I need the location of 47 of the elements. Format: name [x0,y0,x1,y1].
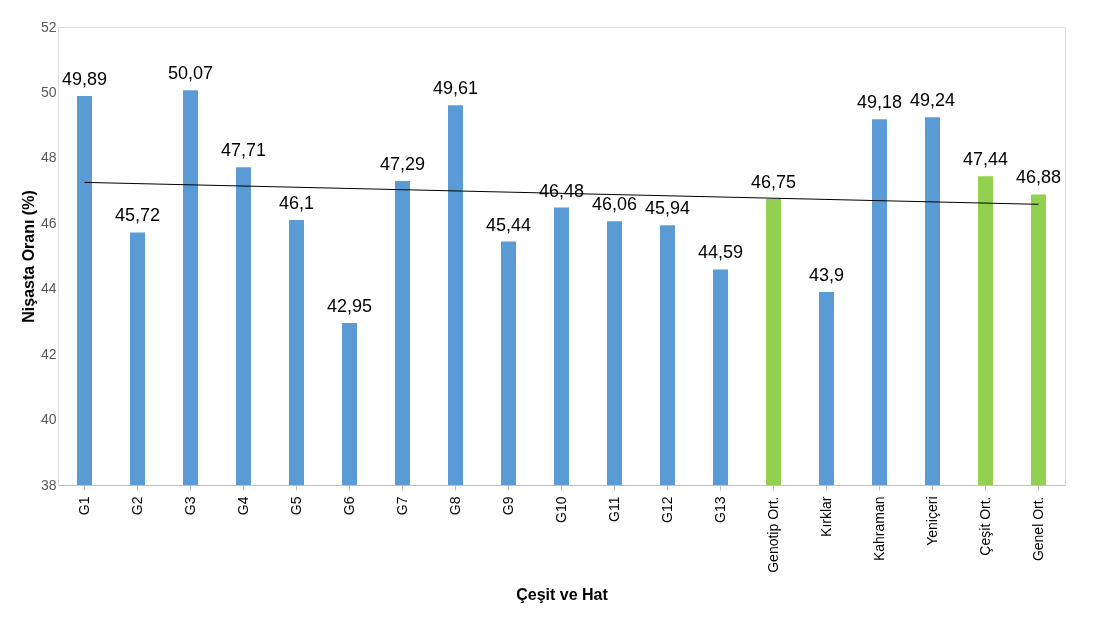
data-label: 46,1 [278,193,315,214]
x-tick-label: Genel Ort. [1029,496,1046,562]
x-tick-label: Kahraman [870,496,887,562]
y-tick-label: 48 [40,149,57,166]
data-label: 43,9 [808,264,845,285]
x-tick-label: Yeniçeri [923,496,940,546]
data-label: 49,18 [856,92,903,113]
y-tick-label: 52 [40,18,57,35]
x-tick-label: G1 [75,496,92,516]
x-tick-label: G12 [658,496,675,523]
x-tick-label: G4 [234,496,251,516]
data-label: 49,61 [432,78,479,99]
data-label: 45,44 [485,214,532,235]
x-tick-label: G7 [393,496,410,516]
y-tick-label: 44 [40,280,57,297]
x-tick-label: G10 [552,496,569,523]
data-label: 45,94 [644,198,691,219]
data-label: 50,07 [167,63,214,84]
y-axis-title: Nişasta Oranı (%) [19,190,37,323]
y-tick-label: 40 [40,411,57,428]
x-tick-label: G6 [340,496,357,516]
x-tick-label: G11 [605,496,622,522]
x-tick-label: G5 [287,496,304,516]
data-label: 46,88 [1015,167,1062,188]
data-label: 49,24 [909,90,956,111]
data-label: 46,06 [591,194,638,215]
x-tick-label: G3 [181,496,198,516]
data-label: 47,29 [379,154,426,175]
x-tick-label: Genotip Ort. [764,496,781,573]
y-tick-label: 38 [40,476,57,493]
data-label: 47,71 [220,140,267,161]
data-label: 42,95 [326,296,373,317]
x-axis-title: Çeşit ve Hat [516,585,609,603]
x-tick-label: G2 [128,496,145,516]
data-label: 46,75 [750,171,797,192]
x-tick-label: G9 [499,496,516,516]
y-tick-label: 46 [40,214,57,231]
x-tick-label: G13 [711,496,728,523]
data-label: 44,59 [697,242,744,263]
data-label: 47,44 [962,149,1009,170]
x-tick-label: Çeşit Ort. [976,496,993,556]
y-tick-label: 42 [40,345,57,362]
data-label: 49,89 [61,69,108,90]
x-tick-label: Kırklar [817,496,834,537]
y-tick-label: 50 [40,83,57,100]
data-label: 45,72 [114,205,161,226]
x-tick-label: G8 [446,496,463,516]
